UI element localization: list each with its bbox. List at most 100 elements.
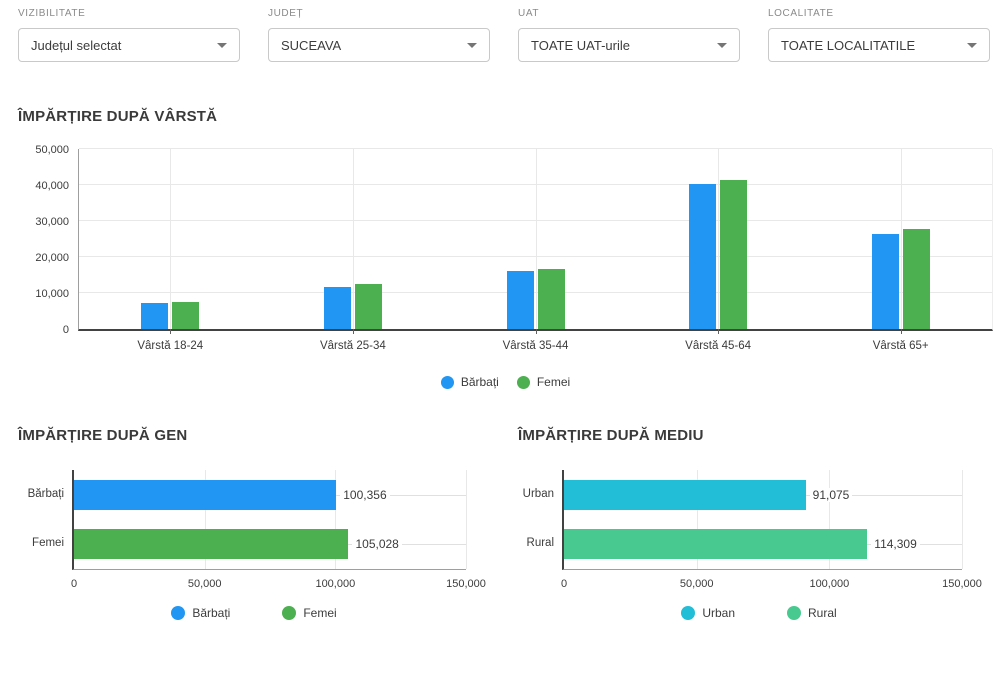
legend-item: Bărbați [440,375,499,389]
legend-dot-icon [787,606,801,620]
mediu-chart: 0 50,000 100,000 150,000 Urban 91,075 Rural 114… [518,470,1000,620]
gridline [696,470,698,569]
select-value: Județul selectat [31,37,122,53]
uat-select[interactable]: TOATE UAT-urile [518,28,740,62]
plot-area: 0 10,000 20,000 30,000 40,000 50,000 Vârstă 18… [35,144,993,352]
annotation-line [348,544,466,545]
bar-Bărbați[interactable] [74,480,337,510]
bottom-charts-row: ÎMPĂRȚIRE DUPĂ GEN 0 50,000 100,000 150,000… [0,427,1000,620]
gridline [335,470,337,569]
axis-tick [352,329,354,334]
bar-Bărbați[interactable] [871,234,899,329]
filter-label: VIZIBILITATE [18,8,86,19]
age-chart-section: ÎMPĂRȚIRE DUPĂ VÂRSTĂ 0 10,000 20,000 30,00… [0,108,1000,389]
x-axis-label: Vârstă 25-34 [319,340,386,352]
legend-item: Femei [516,375,571,389]
plot-area: 0 50,000 100,000 150,000 Bărbați 100,356 Femei… [28,470,486,590]
bar-Femei[interactable] [354,283,382,329]
judet-select[interactable]: SUCEAVA [268,28,490,62]
legend-label: Femei [536,375,571,389]
row-label: Bărbați [27,488,64,500]
legend-dot-icon [681,606,696,620]
x-axis-label: Vârstă 18-24 [137,340,204,352]
gridline [79,148,992,149]
gen-chart: 0 50,000 100,000 150,000 Bărbați 100,356 Femei… [18,470,490,620]
axis-tick [900,329,902,334]
bar-Femei[interactable] [74,529,349,559]
chevron-down-icon [717,42,727,48]
x-axis-label: 100,000 [809,578,850,590]
row-label: Urban [522,488,554,500]
filters-bar: VIZIBILITATE Județul selectat JUDEȚ SUCE… [0,0,1000,62]
legend-dot-icon [282,606,297,620]
chart-legend: Bărbați Femei [18,606,490,620]
gridline [352,149,354,329]
filter-localitate: LOCALITATE TOATE LOCALITATILE [768,8,990,62]
x-axis-label: 150,000 [446,578,486,590]
x-axis-label: 0 [560,578,568,590]
bar-Femei[interactable] [172,301,200,329]
x-axis-label: 50,000 [679,578,714,590]
bar-Bărbați[interactable] [141,303,169,329]
gridline [962,470,963,569]
x-axis-label: 0 [70,578,78,590]
gridline [170,149,172,329]
bar-Bărbați[interactable] [689,183,717,329]
select-value: TOATE UAT-urile [531,37,630,53]
legend-dot-icon [171,606,186,620]
value-label: 114,309 [871,537,920,551]
localitate-select[interactable]: TOATE LOCALITATILE [768,28,990,62]
gridline [535,149,537,329]
legend-item: Rural [787,606,837,620]
mediu-chart-title: ÎMPĂRȚIRE DUPĂ MEDIU [518,427,704,444]
plot-wrap: 0 50,000 100,000 150,000 Bărbați 100,356 Femei… [28,470,486,590]
y-axis-label: 0 [62,324,69,336]
value-label: 91,075 [809,488,853,502]
legend-label: Bărbați [192,606,231,620]
bar-Femei[interactable] [902,228,930,329]
select-value: TOATE LOCALITATILE [781,37,916,53]
x-axis-label: 50,000 [187,578,222,590]
y-axis-label: 40,000 [35,180,69,192]
annotation-line [336,495,466,496]
y-axis-label: 50,000 [35,144,69,156]
plot-wrap: 0 50,000 100,000 150,000 Urban 91,075 Rural 114… [523,470,982,590]
chevron-down-icon [467,42,477,48]
legend-item: Femei [282,606,337,620]
gridline [466,470,467,569]
gen-chart-section: ÎMPĂRȚIRE DUPĂ GEN 0 50,000 100,000 150,000… [18,427,490,620]
bar-Femei[interactable] [720,180,748,329]
bar-Bărbați[interactable] [323,287,351,329]
age-chart: 0 10,000 20,000 30,000 40,000 50,000 Vârstă 18… [18,144,993,389]
bar-Urban[interactable] [564,480,806,510]
value-label: 100,356 [340,488,390,502]
chevron-down-icon [217,42,227,48]
bar-Rural[interactable] [564,529,868,559]
bar-Femei[interactable] [537,268,565,329]
annotation-line [805,495,962,496]
y-axis-label: 10,000 [35,288,69,300]
chart-legend: Urban Rural [518,606,1000,620]
row-label: Femei [32,537,64,549]
gridline [829,470,831,569]
age-chart-title: ÎMPĂRȚIRE DUPĂ VÂRSTĂ [18,108,218,125]
gridline [900,149,902,329]
filter-label: JUDEȚ [268,8,304,19]
gridline [204,470,206,569]
y-axis-label: 20,000 [35,252,69,264]
legend-item: Urban [681,606,735,620]
vizibilitate-select[interactable]: Județul selectat [18,28,240,62]
chevron-down-icon [967,42,977,48]
legend-label: Femei [303,606,337,620]
bar-Bărbați[interactable] [506,270,534,329]
y-axis-label: 30,000 [35,216,69,228]
filter-vizibilitate: VIZIBILITATE Județul selectat [18,8,240,62]
filter-judet: JUDEȚ SUCEAVA [268,8,490,62]
filter-label: UAT [518,8,540,19]
legend-item: Bărbați [171,606,230,620]
row-label: Rural [526,537,554,549]
legend-label: Urban [702,606,735,620]
select-value: SUCEAVA [281,37,342,53]
axis-tick [718,329,720,334]
